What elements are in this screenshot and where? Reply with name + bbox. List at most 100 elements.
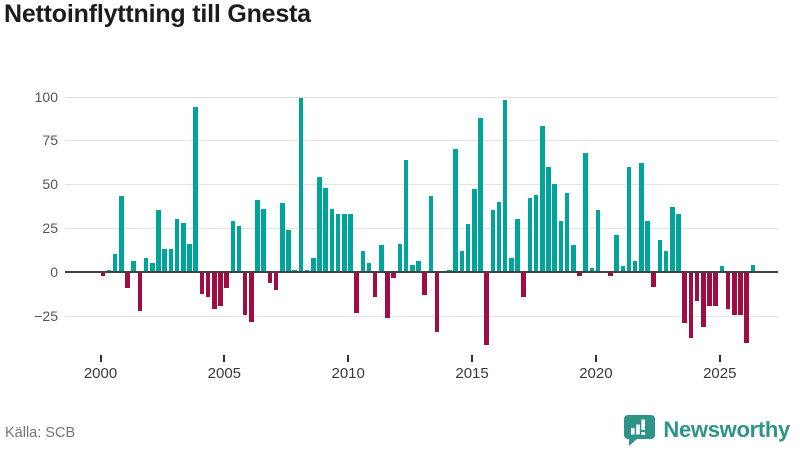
bar — [230, 220, 236, 272]
bar — [224, 272, 229, 289]
bar — [310, 257, 316, 272]
bar — [280, 203, 285, 272]
bar — [484, 272, 489, 345]
bar — [298, 98, 304, 272]
bar — [211, 272, 217, 310]
newsworthy-brand-name: Newsworthy — [663, 417, 790, 442]
bar — [570, 245, 576, 272]
x-axis-tick-mark — [99, 355, 102, 362]
bar — [174, 219, 180, 272]
bar — [193, 107, 198, 272]
bar — [564, 192, 570, 272]
y-axis-tick-label: 75 — [42, 132, 58, 149]
bar — [496, 201, 502, 272]
bar — [354, 272, 359, 313]
gridline — [65, 96, 778, 98]
x-axis-tick-label: 2025 — [703, 365, 737, 382]
bar — [317, 177, 322, 272]
bar — [453, 149, 458, 272]
bar — [657, 240, 663, 272]
bar — [236, 226, 242, 272]
bar — [713, 272, 718, 306]
bar — [422, 272, 427, 296]
bar — [434, 272, 440, 333]
bar — [341, 213, 347, 272]
bar — [527, 198, 533, 272]
bar — [707, 272, 712, 306]
bar — [261, 208, 267, 272]
bar — [744, 272, 749, 343]
bar — [700, 272, 706, 327]
bar — [502, 100, 508, 272]
bar — [416, 261, 421, 272]
bar — [577, 272, 582, 277]
bar — [391, 272, 397, 278]
bar — [632, 261, 638, 272]
bar — [199, 272, 205, 294]
bar — [682, 272, 687, 324]
bar — [125, 272, 130, 289]
bar — [478, 117, 483, 272]
x-axis-tick-mark — [594, 355, 597, 362]
bar — [397, 243, 403, 272]
bar — [335, 213, 341, 272]
x-axis-tick-label: 2005 — [207, 365, 242, 382]
bar — [725, 272, 731, 310]
bar — [471, 189, 477, 272]
bar — [131, 261, 137, 272]
bar — [595, 210, 601, 272]
bar-chart-plot-area: 100 75 50 25 0 −25 2000 2005 2010 2015 2020 2025 — [34, 88, 778, 382]
bar — [490, 210, 496, 272]
bar — [465, 224, 471, 272]
bar — [645, 220, 650, 272]
bar — [187, 243, 192, 272]
bar — [428, 196, 434, 272]
bar — [205, 272, 211, 298]
bar — [694, 272, 700, 301]
bar — [168, 248, 174, 272]
bar — [533, 194, 539, 272]
bar — [360, 250, 366, 272]
x-axis-tick-mark — [223, 355, 226, 362]
x-axis-tick-mark — [347, 355, 350, 362]
bar — [273, 272, 279, 291]
bar — [614, 234, 619, 272]
bar — [255, 199, 260, 272]
bar — [156, 210, 161, 272]
bar — [410, 264, 415, 272]
bar — [620, 266, 626, 272]
bar — [676, 213, 681, 272]
zero-axis-line — [65, 270, 778, 273]
y-axis-tick-label: −25 — [34, 307, 58, 324]
y-axis-tick-label: 25 — [42, 219, 58, 236]
bar — [546, 166, 551, 272]
y-axis-tick-label: 100 — [34, 88, 58, 105]
bar — [521, 272, 527, 298]
bar — [323, 187, 328, 272]
gridline — [65, 315, 778, 317]
bar — [589, 268, 595, 272]
bar — [651, 272, 657, 287]
bar — [348, 213, 353, 272]
bar — [267, 272, 273, 284]
x-axis-tick-label: 2010 — [331, 365, 365, 382]
bar — [688, 272, 694, 338]
bar — [540, 126, 545, 272]
x-axis-tick-mark — [471, 355, 474, 362]
bar — [515, 219, 520, 272]
gridline — [65, 227, 778, 229]
x-axis-tick-mark — [718, 355, 721, 362]
bar — [372, 272, 378, 298]
chart-title: Nettoinflyttning till Gnesta — [4, 0, 311, 28]
bar — [242, 272, 248, 315]
bar — [608, 272, 613, 277]
gridline — [65, 140, 778, 142]
bar — [112, 254, 118, 272]
bar — [366, 262, 372, 272]
y-axis-tick-label: 0 — [50, 263, 58, 280]
bar — [162, 248, 167, 272]
bar — [738, 272, 743, 315]
source-attribution: Källa: SCB — [5, 425, 76, 441]
y-axis-tick-label: 50 — [42, 176, 58, 193]
